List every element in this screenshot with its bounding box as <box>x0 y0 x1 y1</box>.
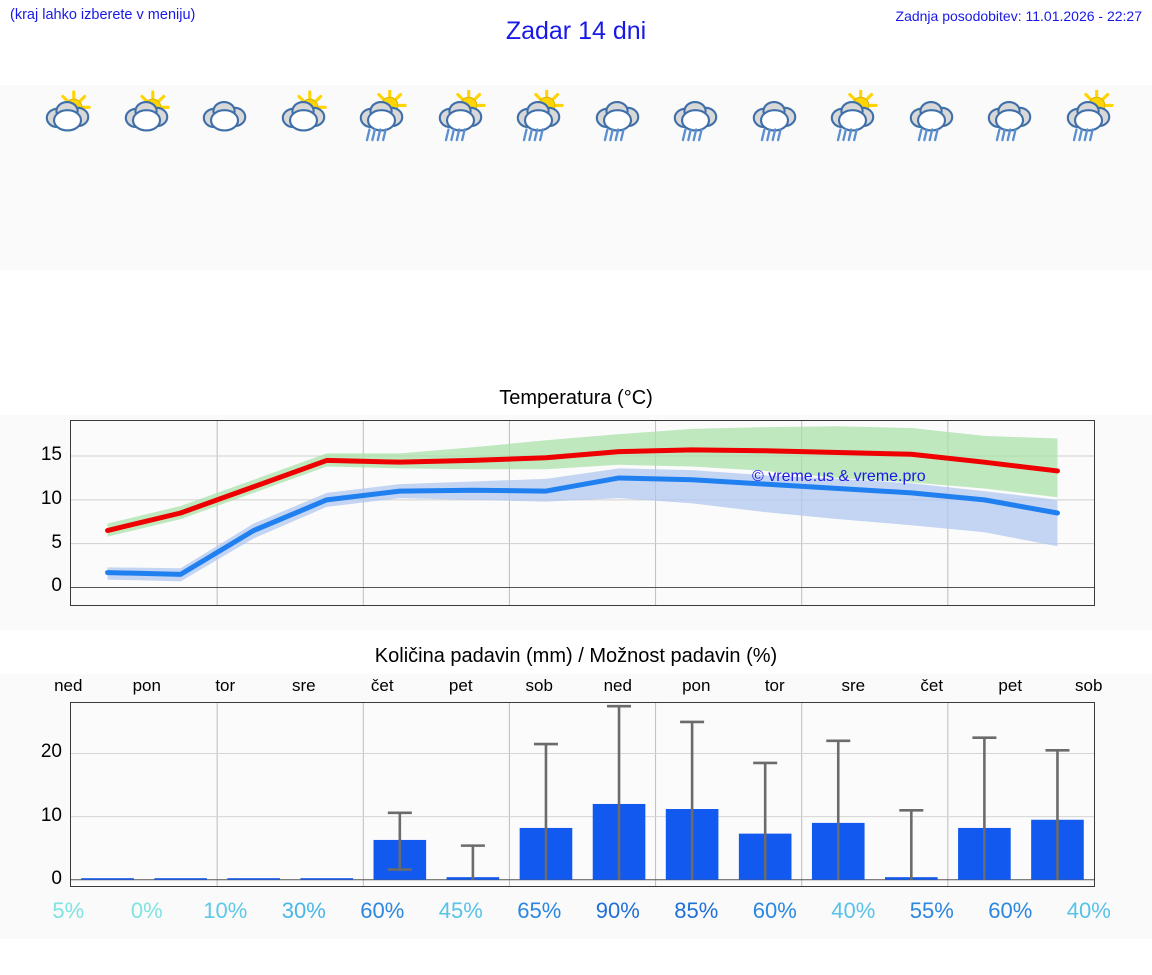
precipitation-day-label: pet <box>998 676 1023 695</box>
temperature-chart-section: Temperatura (°C) 0 5 10 15 <box>0 382 1152 630</box>
cloud-rain-icon <box>752 100 797 142</box>
precipitation-day-labels: ned pon tor sre čet pet sob ned pon tor sre čet pet s… <box>0 676 1152 700</box>
sun-cloud-rain-icon <box>831 90 878 142</box>
precipitation-svg <box>71 703 1094 886</box>
day-column[interactable] <box>29 85 108 270</box>
precipitation-probability: 40% <box>831 898 876 923</box>
cloud-icon <box>203 100 247 132</box>
precipitation-probability: 10% <box>203 898 248 923</box>
precipitation-probability: 40% <box>1066 898 1111 923</box>
day-column[interactable] <box>186 85 265 270</box>
sun-cloud-rain-icon <box>517 90 564 142</box>
precipitation-day-label: ned <box>54 676 83 695</box>
cloud-rain-icon <box>595 100 640 142</box>
day-column[interactable] <box>108 85 187 270</box>
daily-forecast-strip <box>0 85 1152 270</box>
precipitation-day-label: tor <box>764 676 785 695</box>
sun-cloud-icon <box>46 90 91 132</box>
cloud-rain-icon <box>909 100 954 142</box>
daily-forecast-row <box>0 85 1152 270</box>
precipitation-y-tick: 10 <box>40 804 62 826</box>
copyright-watermark: © vreme.us & vreme.pro <box>752 468 926 485</box>
page-title: Zadar 14 dni <box>505 17 647 45</box>
precipitation-day-label: pon <box>132 676 161 695</box>
page-header: (kraj lahko izberete v meniju) Zadar 14 … <box>0 0 1152 62</box>
day-column[interactable] <box>422 85 501 270</box>
precipitation-probability: 60% <box>988 898 1033 923</box>
precipitation-day-label: tor <box>215 676 236 695</box>
spacer-column <box>0 898 29 932</box>
precipitation-probability: 65% <box>517 898 562 923</box>
precipitation-probability: 90% <box>595 898 640 923</box>
sun-cloud-rain-icon <box>1066 90 1114 142</box>
day-column[interactable] <box>265 85 344 270</box>
precipitation-probability: 0% <box>130 898 163 923</box>
precipitation-day-label: pet <box>448 676 473 695</box>
day-column[interactable] <box>736 85 815 270</box>
precipitation-day-label: sre <box>841 676 866 695</box>
day-column[interactable] <box>579 85 658 270</box>
day-column[interactable] <box>500 85 579 270</box>
temperature-chart-title: Temperatura (°C) <box>499 387 653 409</box>
precipitation-probability: 45% <box>438 898 483 923</box>
precipitation-probability: 55% <box>909 898 954 923</box>
precipitation-day-label: sre <box>291 676 316 695</box>
sun-cloud-icon <box>124 90 170 132</box>
day-column[interactable] <box>814 85 893 270</box>
precipitation-plot-area <box>70 702 1095 887</box>
spacer-column <box>0 676 29 700</box>
sun-cloud-rain-icon <box>360 90 407 142</box>
temperature-y-tick: 10 <box>40 487 62 509</box>
precipitation-y-tick: 0 <box>51 867 62 889</box>
cloud-rain-icon <box>988 100 1032 142</box>
precipitation-day-label: sob <box>1075 676 1103 695</box>
sun-cloud-icon <box>281 90 327 132</box>
temperature-svg <box>71 421 1094 605</box>
precipitation-day-label: čet <box>370 676 394 695</box>
precipitation-probability: 85% <box>674 898 719 923</box>
precipitation-probability: 60% <box>752 898 797 923</box>
precipitation-day-label: ned <box>603 676 632 695</box>
precipitation-chart-title: Količina padavin (mm) / Možnost padavin … <box>374 645 778 667</box>
precipitation-probability: 60% <box>360 898 405 923</box>
day-column[interactable] <box>1050 85 1129 270</box>
spacer-column <box>0 85 29 270</box>
precipitation-y-tick: 20 <box>40 741 62 763</box>
precipitation-day-label: čet <box>920 676 944 695</box>
cloud-rain-icon <box>674 100 718 142</box>
precipitation-chart-section: Količina padavin (mm) / Možnost padavin … <box>0 640 1152 975</box>
precipitation-probability: 5% <box>52 898 85 923</box>
day-column[interactable] <box>657 85 736 270</box>
precipitation-day-label: sob <box>525 676 553 695</box>
location-menu-hint[interactable]: (kraj lahko izberete v meniju) <box>10 7 196 23</box>
precipitation-probability-row: 5% 0% 10% 30% 60% 45% 65% 90% 85% 60% 40% 55% 60% 40% <box>0 898 1152 932</box>
temperature-plot-area <box>70 420 1095 606</box>
last-updated-label: Zadnja posodobitev: 11.01.2026 - 22:27 <box>895 8 1142 24</box>
temperature-y-tick: 15 <box>40 444 62 466</box>
temperature-y-tick: 5 <box>51 531 62 553</box>
day-column[interactable] <box>971 85 1050 270</box>
temperature-y-tick: 0 <box>51 575 62 597</box>
day-column[interactable] <box>343 85 422 270</box>
sun-cloud-rain-icon <box>438 90 486 142</box>
precipitation-probability: 30% <box>281 898 326 923</box>
precipitation-day-label: pon <box>682 676 711 695</box>
day-column[interactable] <box>893 85 972 270</box>
